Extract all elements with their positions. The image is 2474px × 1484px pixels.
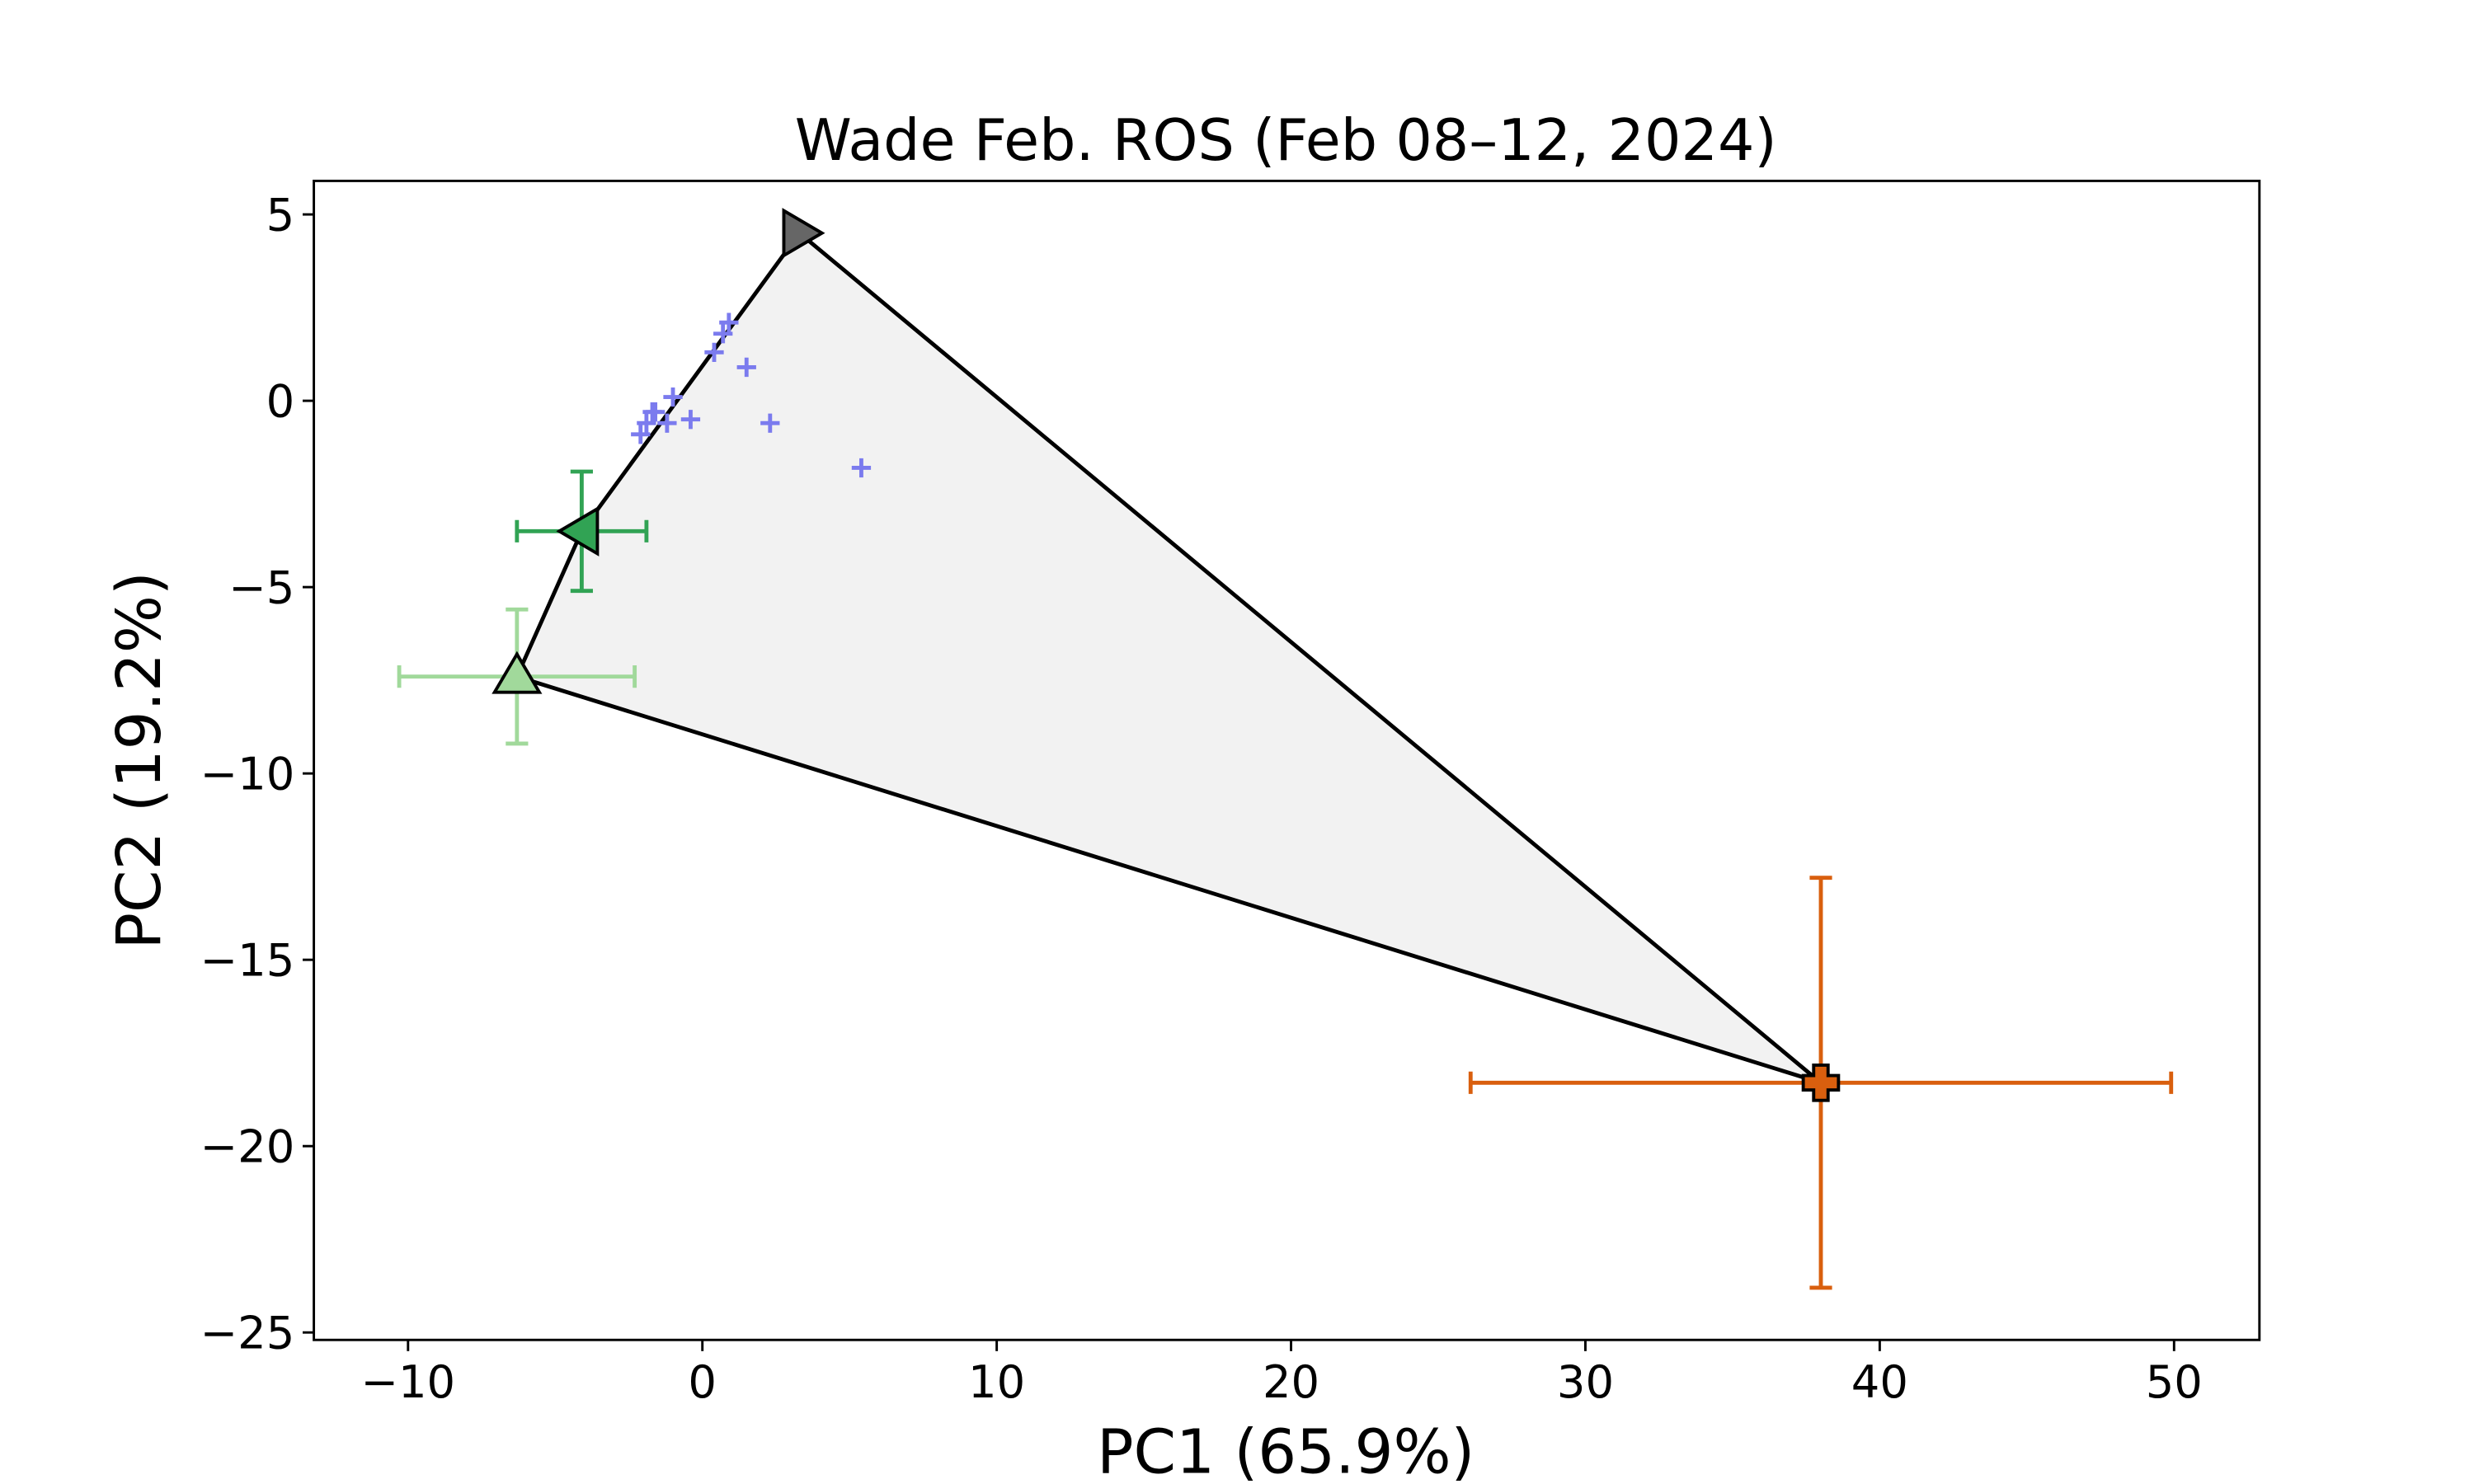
- x-tick-label: 0: [688, 1356, 717, 1408]
- x-tick-label: 40: [1851, 1356, 1908, 1408]
- sample-point: [631, 425, 651, 444]
- y-tick-label: −10: [200, 749, 295, 801]
- sample-point: [851, 458, 872, 478]
- x-tick-label: 20: [1263, 1356, 1319, 1408]
- x-tick-label: 30: [1557, 1356, 1614, 1408]
- sample-point: [637, 413, 656, 433]
- x-tick-label: −10: [360, 1356, 455, 1408]
- sample-point: [704, 342, 724, 363]
- sample-point: [760, 413, 780, 433]
- sample-point: [680, 410, 701, 430]
- x-axis-label: PC1 (65.9%): [1097, 1417, 1475, 1484]
- sample-point: [663, 387, 683, 407]
- y-tick-label: 0: [266, 376, 295, 428]
- sample-point: [736, 357, 756, 378]
- y-axis-label: PC2 (19.2%): [105, 571, 175, 949]
- end-member-marker: [556, 505, 600, 556]
- end-member-marker: [1801, 1064, 1841, 1102]
- chart-title: Wade Feb. ROS (Feb 08–12, 2024): [795, 107, 1777, 174]
- y-tick-label: −25: [200, 1308, 295, 1360]
- end-member-marker: [492, 650, 543, 694]
- x-tick-label: 10: [968, 1356, 1025, 1408]
- sample-point: [713, 324, 733, 344]
- sample-point: [645, 402, 666, 422]
- end-member-marker: [782, 208, 825, 259]
- x-tick-label: 50: [2146, 1356, 2203, 1408]
- y-tick-label: −20: [200, 1121, 295, 1173]
- y-tick-label: −5: [228, 562, 294, 614]
- y-tick-label: 5: [266, 190, 295, 242]
- sample-point: [657, 413, 677, 433]
- plot-frame: [313, 179, 2261, 1341]
- y-tick-label: −15: [200, 935, 295, 987]
- sample-point: [719, 312, 739, 332]
